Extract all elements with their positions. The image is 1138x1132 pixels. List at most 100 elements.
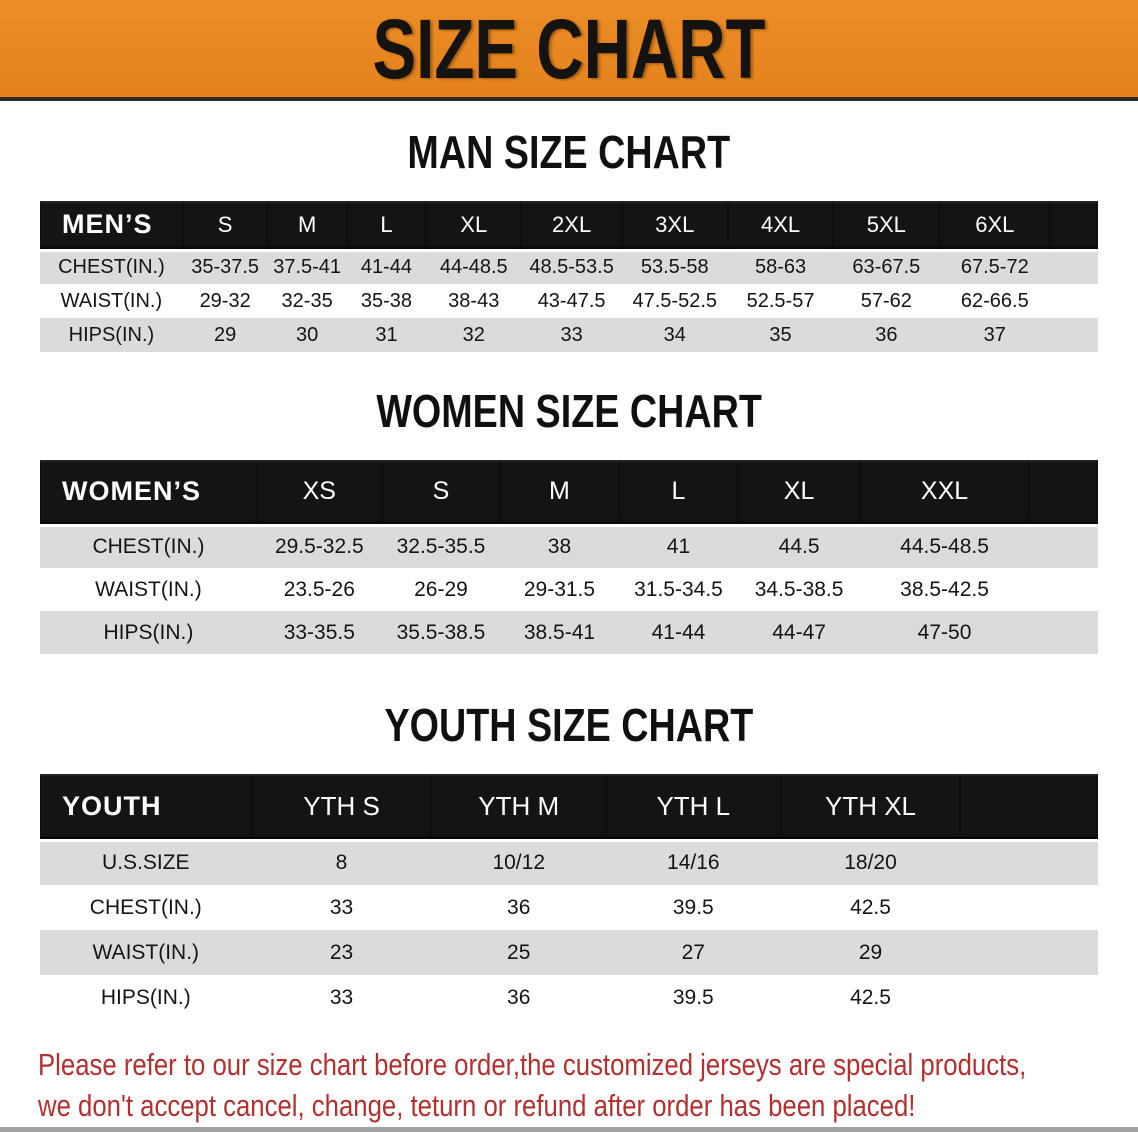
size-value: 67.5-72 (960, 256, 1029, 279)
size-value: 41-44 (651, 620, 706, 644)
column-header: 2XL (521, 200, 622, 252)
size-value: 33 (329, 895, 354, 919)
table-row: CHEST(IN.) 33 36 39.5 42.5 (40, 885, 1098, 931)
spacer-cell (960, 885, 1098, 930)
size-table-women: WOMEN’S XS S M L XL XXL CHEST(IN.) 29.5-32.5 32.5… (40, 459, 1098, 655)
spacer-cell (960, 773, 1098, 842)
row-label: WAIST(IN.) (95, 577, 202, 601)
size-value: 35.5-38.5 (396, 620, 486, 644)
size-value: 58-63 (754, 256, 807, 279)
row-label: HIPS(IN.) (68, 323, 155, 346)
size-value: 41-44 (360, 256, 413, 279)
disclaimer-line-2: we don't accept cancel, change, teturn o… (38, 1088, 916, 1124)
size-value: 43-47.5 (537, 289, 606, 312)
size-value: 37.5-41 (273, 256, 342, 279)
disclaimer-line-1: Please refer to our size chart before or… (38, 1047, 1027, 1083)
size-value: 32.5-35.5 (396, 535, 486, 559)
size-value: 31.5-34.5 (634, 577, 723, 601)
column-header: 5XL (833, 200, 940, 252)
table-row: CHEST(IN.) 29.5-32.5 32.5-35.5 38 41 44.5 44.5… (40, 525, 1098, 569)
table-row: WAIST(IN.) 23 25 27 29 (40, 930, 1098, 976)
size-value: 38-43 (448, 289, 500, 312)
size-value: 31 (375, 323, 398, 346)
size-value: 37 (983, 323, 1006, 346)
bottom-bar (0, 1127, 1138, 1132)
row-label: WAIST(IN.) (60, 289, 163, 312)
size-value: 57-62 (860, 289, 912, 312)
disclaimer: Please refer to our size chart before or… (38, 1044, 1138, 1126)
spacer-cell (1029, 568, 1098, 611)
size-value: 35-38 (360, 289, 413, 312)
size-value: 44.5-48.5 (900, 535, 989, 559)
size-value: 48.5-53.5 (529, 256, 614, 279)
section-title-women: WOMEN SIZE CHART (0, 385, 1138, 438)
size-value: 38 (547, 535, 572, 559)
size-value: 41 (666, 535, 691, 559)
section-youth: YOUTH SIZE CHART YOUTH YTH S YTH M YTH L YTH … (0, 654, 1138, 1021)
size-value: 47.5-52.5 (632, 289, 718, 312)
column-header: M (500, 459, 619, 527)
size-value: 25 (507, 940, 531, 964)
size-value: 36 (507, 985, 531, 1009)
spacer-cell (1050, 200, 1098, 252)
size-value: 29-32 (199, 289, 251, 312)
spacer-cell (960, 930, 1098, 975)
size-value: 26-29 (414, 577, 468, 601)
size-value: 23 (329, 940, 354, 964)
column-header: YTH S (251, 773, 432, 842)
column-header: L (618, 459, 739, 527)
section-women: WOMEN SIZE CHART WOMEN’S XS S M L XL XXL CHEST(I… (0, 352, 1138, 655)
size-value: 63-67.5 (852, 256, 921, 279)
row-label: CHEST(IN.) (58, 256, 165, 279)
size-value: 62-66.5 (960, 289, 1029, 312)
column-header: YTH XL (780, 773, 961, 842)
spacer-cell (1029, 459, 1098, 527)
size-value: 44-47 (772, 620, 826, 644)
size-value: 34.5-38.5 (754, 577, 844, 601)
size-value: 29 (858, 940, 883, 964)
size-value: 38.5-42.5 (900, 577, 989, 601)
column-header: S (381, 459, 501, 527)
spacer-cell (1050, 284, 1098, 318)
row-label: CHEST(IN.) (89, 895, 202, 919)
table-row: HIPS(IN.) 33-35.5 35.5-38.5 38.5-41 41-44 44-… (40, 611, 1098, 655)
size-value: 39.5 (672, 985, 714, 1009)
size-value: 29 (214, 323, 237, 346)
column-header: S (182, 200, 268, 252)
size-value: 29.5-32.5 (274, 535, 364, 559)
row-label: WAIST(IN.) (92, 940, 200, 964)
size-value: 18/20 (844, 851, 897, 875)
size-value: 33 (560, 323, 583, 346)
column-header: 6XL (939, 200, 1051, 252)
size-value: 29-31.5 (523, 577, 596, 601)
spacer-cell (1029, 525, 1098, 568)
banner-title: SIZE CHART (372, 1, 766, 96)
size-value: 44.5 (778, 535, 820, 559)
section-title-youth: YOUTH SIZE CHART (0, 700, 1138, 752)
section-title-text: YOUTH SIZE CHART (384, 699, 754, 752)
section-men: MAN SIZE CHART MEN’S S M L XL 2XL 3XL 4XL 5XL 6XL C… (0, 101, 1138, 353)
spacer-cell (960, 840, 1098, 885)
section-title-text: WOMEN SIZE CHART (376, 385, 762, 438)
row-label: HIPS(IN.) (100, 985, 191, 1009)
size-value: 38.5-41 (523, 620, 596, 644)
header-row: YOUTH YTH S YTH M YTH L YTH XL (40, 773, 1098, 842)
size-value: 52.5-57 (746, 289, 815, 312)
size-value: 30 (296, 323, 319, 346)
row-label: HIPS(IN.) (103, 620, 194, 644)
table-corner-label: YOUTH (40, 773, 252, 842)
size-table-youth: YOUTH YTH S YTH M YTH L YTH XL U.S.SIZE 8 10/12… (40, 773, 1098, 1021)
column-header: L (346, 200, 427, 252)
table-row: HIPS(IN.) 29 30 31 32 33 34 35 36 37 (40, 318, 1098, 353)
header-row: WOMEN’S XS S M L XL XXL (40, 459, 1098, 527)
size-value: 42.5 (850, 895, 891, 919)
size-value: 34 (663, 323, 686, 346)
size-value: 36 (507, 895, 531, 919)
column-header: 4XL (727, 200, 834, 252)
size-chart-banner: SIZE CHART (0, 0, 1138, 101)
size-value: 53.5-58 (640, 256, 709, 279)
size-value: 33-35.5 (283, 620, 355, 644)
size-value: 35 (769, 323, 792, 346)
spacer-cell (1029, 611, 1098, 654)
table-row: WAIST(IN.) 23.5-26 26-29 29-31.5 31.5-34.5 34… (40, 568, 1098, 612)
